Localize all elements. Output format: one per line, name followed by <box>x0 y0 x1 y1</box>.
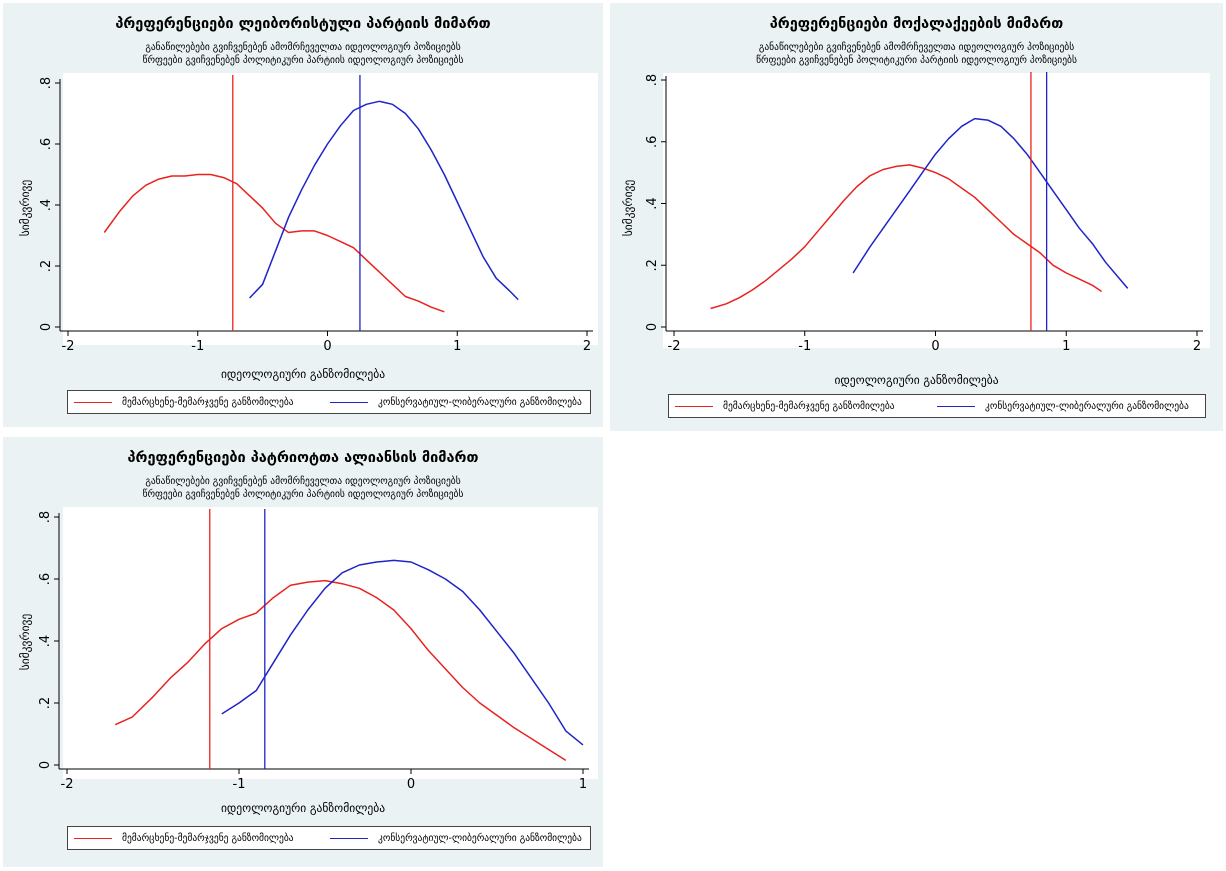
legend-item-blue: კონსერვატიულ-ლიბერალური განზომილება <box>937 395 1189 417</box>
x-axis-label: იდეოლოგიური განზომილება <box>220 367 386 381</box>
y-tick-label: .2 <box>645 259 660 271</box>
x-tick-label: -1 <box>191 339 204 354</box>
chart-svg: -2 -1 0 1 2 0 .2 .4 .6 .8 <box>39 75 593 354</box>
chart-title: პრეფერენციები პატრიოტთა ალიანსის მიმართ <box>127 450 479 466</box>
x-tick-label: 2 <box>1193 339 1201 354</box>
y-axis-label: სიმკვრივე <box>621 179 635 237</box>
y-tick-label: .8 <box>645 74 660 86</box>
chart-panel-1: პრეფერენციები ლეიბორისტული პარტიის მიმარ… <box>3 3 603 427</box>
y-tick-label: .4 <box>38 635 53 647</box>
legend-swatch-red <box>675 405 713 407</box>
legend-label: მემარცხენე-მემარჯვენე განზომილება <box>723 400 895 412</box>
chart-subtitle: განაწილებები გვიჩვენებენ ამომრჩეველთა იდ… <box>145 42 461 53</box>
blue-density-curve <box>249 100 519 301</box>
legend-label: მემარცხენე-მემარჯვენე განზომილება <box>122 396 294 408</box>
legend-item-red: მემარცხენე-მემარჯვენე განზომილება <box>74 391 294 413</box>
plot-area <box>63 507 598 779</box>
legend-label: კონსერვატიულ-ლიბერალური განზომილება <box>378 396 582 408</box>
chart-subtitle: განაწილებები გვიჩვენებენ ამომრჩეველთა იდ… <box>145 476 461 487</box>
x-tick-label: 1 <box>1062 339 1070 354</box>
red-density-curve <box>114 579 567 762</box>
x-axis-label: იდეოლოგიური განზომილება <box>220 801 386 815</box>
y-tick-label: .4 <box>645 197 660 209</box>
chart-subtitle: წრფეები გვიჩვენებენ პოლიტიკური პარტიის ი… <box>756 55 1077 66</box>
x-axis-label: იდეოლოგიური განზომილება <box>834 373 999 387</box>
x-tick-label: -1 <box>798 339 811 354</box>
x-tick-label: -2 <box>668 339 681 354</box>
legend: მემარცხენე-მემარჯვენე განზომილება კონსერ… <box>668 394 1206 418</box>
red-density-curve <box>103 173 445 313</box>
legend-item-red: მემარცხენე-მემარჯვენე განზომილება <box>74 827 294 849</box>
legend-item-blue: კონსერვატიულ-ლიბერალური განზომილება <box>330 391 582 413</box>
legend-swatch-red <box>74 837 112 839</box>
legend-swatch-blue <box>330 837 368 839</box>
chart-svg: -2 -1 0 1 0 .2 .4 .6 .8 <box>38 509 589 792</box>
legend-swatch-blue <box>937 405 975 407</box>
chart-panel-3: პრეფერენციები პატრიოტთა ალიანსის მიმართ … <box>3 437 603 867</box>
blue-density-curve <box>221 559 584 746</box>
legend-label: მემარცხენე-მემარჯვენე განზომილება <box>122 832 294 844</box>
x-tick-label: -2 <box>61 777 74 792</box>
y-tick-label: .6 <box>38 573 53 585</box>
legend-label: კონსერვატიულ-ლიბერალური განზომილება <box>985 400 1189 412</box>
chart-title: პრეფერენციები ლეიბორისტული პარტიის მიმარ… <box>115 16 491 32</box>
y-tick-label: .8 <box>39 77 54 89</box>
legend: მემარცხენე-მემარჯვენე განზომილება კონსერ… <box>67 826 591 850</box>
legend: მემარცხენე-მემარჯვენე განზომილება კონსერ… <box>67 390 591 414</box>
legend-label: კონსერვატიულ-ლიბერალური განზომილება <box>378 832 582 844</box>
y-tick-label: .2 <box>39 260 54 272</box>
y-tick-label: .6 <box>645 136 660 148</box>
x-tick-label: 1 <box>453 339 461 354</box>
y-axis-label: სიმკვრივე <box>18 613 32 671</box>
legend-swatch-red <box>74 401 112 403</box>
blue-density-curve <box>852 117 1129 289</box>
y-tick-label: .8 <box>38 511 53 523</box>
plot-area <box>63 73 598 345</box>
y-tick-label: .6 <box>39 138 54 150</box>
x-tick-label: 1 <box>579 777 587 792</box>
y-tick-label: 0 <box>645 323 660 331</box>
x-tick-label: -2 <box>62 339 75 354</box>
legend-swatch-blue <box>330 401 368 403</box>
chart-svg: -2 -1 0 1 2 0 .2 .4 .6 .8 <box>645 72 1203 354</box>
y-axis-label: სიმკვრივე <box>18 179 32 237</box>
chart-subtitle: წრფეები გვიჩვენებენ პოლიტიკური პარტიის ი… <box>142 55 464 66</box>
x-tick-label: 0 <box>323 339 331 354</box>
plot-area <box>663 73 1210 348</box>
chart-panel-2: პრეფერენციები მოქალაქეების მიმართ განაწი… <box>610 3 1223 431</box>
red-density-curve <box>710 164 1103 310</box>
legend-item-red: მემარცხენე-მემარჯვენე განზომილება <box>675 395 895 417</box>
legend-item-blue: კონსერვატიულ-ლიბერალური განზომილება <box>330 827 582 849</box>
chart-subtitle: განაწილებები გვიჩვენებენ ამომრჩეველთა იდ… <box>758 42 1075 53</box>
chart-title: პრეფერენციები მოქალაქეების მიმართ <box>769 16 1064 32</box>
x-tick-label: 0 <box>407 777 415 792</box>
x-tick-label: 2 <box>583 339 591 354</box>
y-tick-label: .2 <box>38 697 53 709</box>
x-tick-label: 0 <box>931 339 939 354</box>
chart-subtitle: წრფეები გვიჩვენებენ პოლიტიკური პარტიის ი… <box>142 489 464 500</box>
y-tick-label: .4 <box>39 199 54 211</box>
y-tick-label: 0 <box>39 323 54 331</box>
x-tick-label: -1 <box>233 777 246 792</box>
y-tick-label: 0 <box>38 761 53 769</box>
